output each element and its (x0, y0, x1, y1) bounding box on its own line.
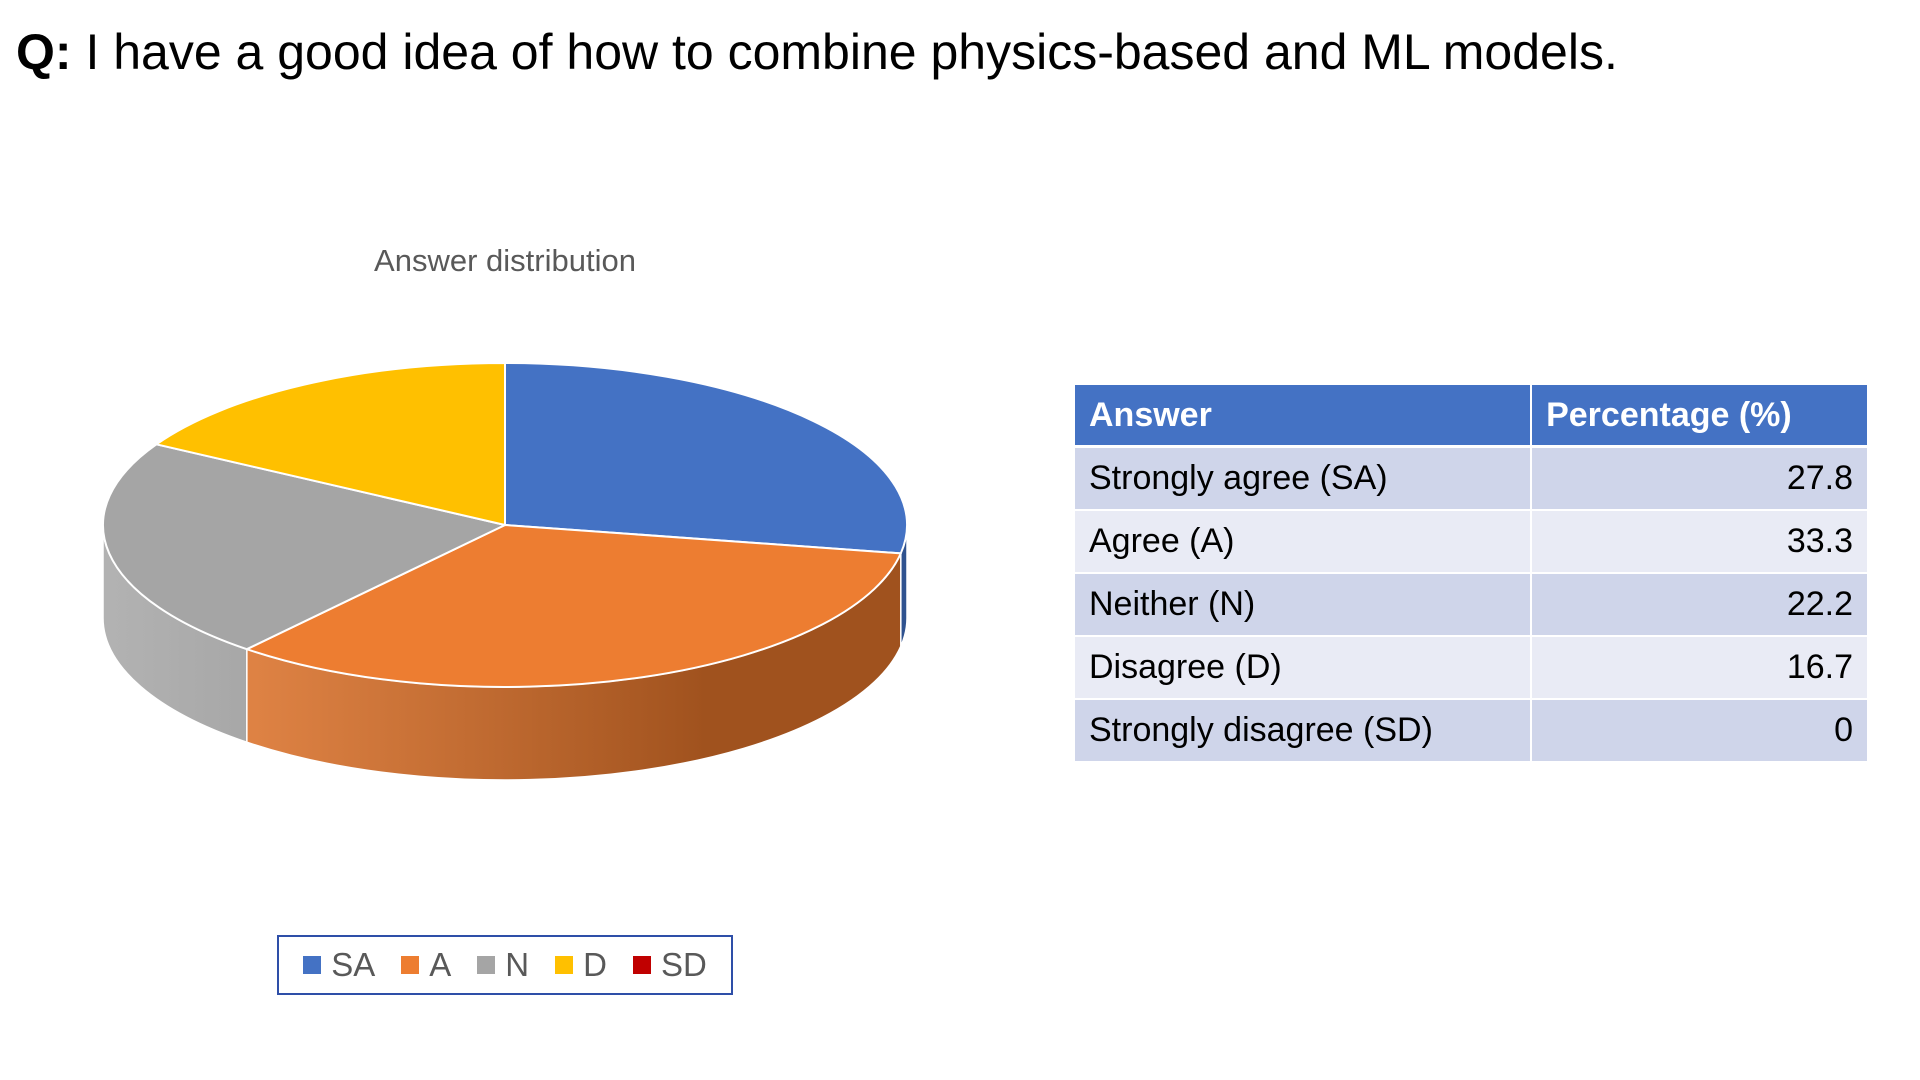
chart-legend: SA A N D SD (277, 935, 733, 995)
pie-chart-plot (102, 362, 908, 781)
legend-item-sa: SA (303, 946, 375, 984)
table-row: Neither (N) 22.2 (1075, 573, 1867, 637)
legend-label: N (505, 946, 530, 983)
pie-chart: Answer distribution SA A N D SD (0, 220, 1020, 1020)
pie-slice-d (155, 362, 506, 526)
table-cell-answer: Disagree (D) (1075, 636, 1533, 700)
table-row: Disagree (D) 16.7 (1075, 636, 1867, 700)
legend-swatch (477, 956, 496, 974)
legend-item-n: N (477, 946, 529, 984)
table-cell-percentage: 16.7 (1531, 636, 1867, 700)
question-label: Q: (16, 24, 72, 80)
table-cell-answer: Strongly agree (SA) (1075, 446, 1533, 511)
chart-title: Answer distribution (374, 243, 636, 278)
pie-slice-n (102, 443, 506, 651)
table-row: Strongly disagree (SD) 0 (1075, 699, 1867, 763)
table-cell-percentage: 27.8 (1531, 446, 1867, 511)
table-cell-answer: Neither (N) (1075, 573, 1533, 637)
table-header-answer: Answer (1075, 385, 1533, 448)
table-cell-percentage: 33.3 (1531, 510, 1867, 574)
legend-swatch (401, 956, 420, 974)
legend-item-d: D (555, 946, 607, 984)
table-header-row: Answer Percentage (%) (1075, 385, 1867, 448)
legend-label: SD (660, 946, 707, 983)
legend-swatch (632, 956, 651, 974)
pie-slice-a (245, 524, 902, 688)
table-cell-answer: Agree (A) (1075, 510, 1533, 574)
question-text: I have a good idea of how to combine phy… (85, 24, 1618, 80)
question-heading: Q: I have a good idea of how to combine … (16, 22, 1618, 82)
legend-swatch (555, 956, 574, 974)
pie-slice-sa (504, 362, 908, 555)
legend-label: D (583, 946, 607, 983)
legend-item-a: A (401, 946, 451, 984)
table-cell-percentage: 22.2 (1531, 573, 1867, 637)
legend-item-sd: SD (632, 946, 707, 984)
legend-label: SA (331, 946, 376, 983)
table-cell-answer: Strongly disagree (SD) (1075, 699, 1533, 763)
table-cell-percentage: 0 (1531, 699, 1867, 763)
table-header-percentage: Percentage (%) (1531, 385, 1867, 448)
legend-swatch (303, 956, 322, 974)
legend-label: A (429, 946, 452, 983)
table-row: Agree (A) 33.3 (1075, 510, 1867, 574)
table-row: Strongly agree (SA) 27.8 (1075, 446, 1867, 511)
answer-table: Answer Percentage (%) Strongly agree (SA… (1075, 385, 1867, 763)
